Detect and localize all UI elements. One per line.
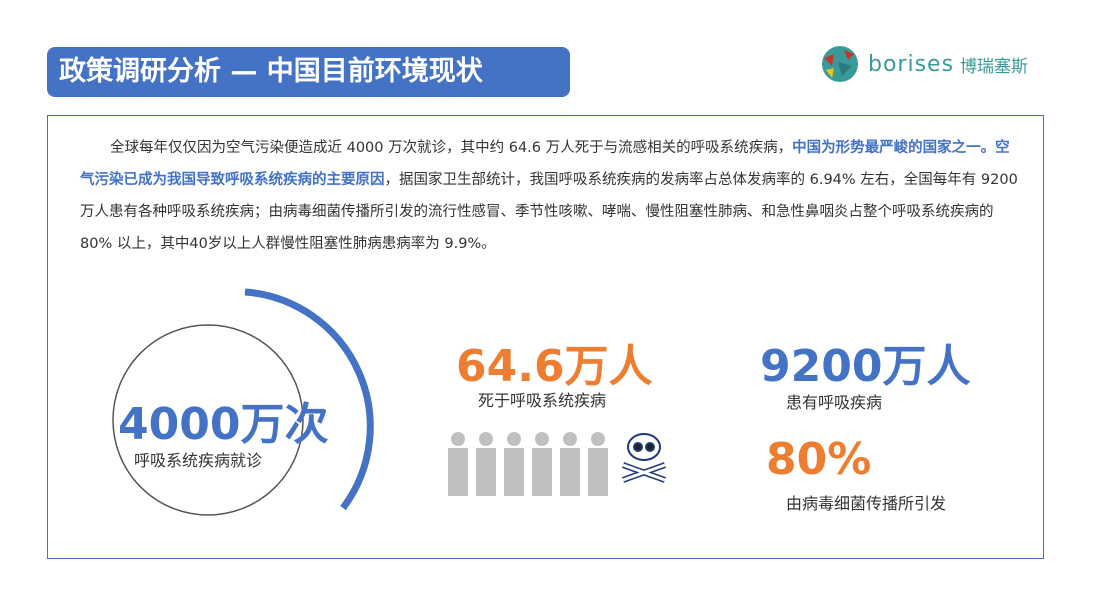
logo-text-en: borises	[868, 51, 955, 77]
page-title: 政策调研分析 — 中国目前环境现状	[47, 47, 570, 97]
person-icon	[448, 432, 468, 496]
paragraph-highlight: 中国为形势最严峻的国家之一。空气污染已成为我国导致呼吸系统疾病的主要原因	[80, 140, 1010, 188]
paragraph-text: 全球每年仅仅因为空气污染便造成近 4000 万次就诊，其中约 64.6 万人死于…	[110, 140, 793, 156]
intro-paragraph: 全球每年仅仅因为空气污染便造成近 4000 万次就诊，其中约 64.6 万人死于…	[80, 132, 1020, 260]
visits-circle-graphic	[112, 288, 374, 516]
deaths-label: 死于呼吸系统疾病	[478, 391, 607, 410]
logo: borises 博瑞塞斯	[818, 44, 1028, 84]
patients-value: 9200万人	[760, 341, 971, 392]
person-icon	[504, 432, 524, 496]
viral-value: 80%	[766, 434, 872, 485]
deaths-value: 64.6万人	[456, 341, 653, 392]
visits-value: 4000万次	[118, 399, 329, 450]
paragraph-text: ，据国家卫生部统计，我国呼吸系统疾病的发病率占总体发病率的 6.94% 左右，全…	[80, 172, 1018, 252]
person-icon	[588, 432, 608, 496]
viral-label: 由病毒细菌传播所引发	[786, 494, 947, 513]
content-frame	[47, 115, 1044, 559]
people-icons	[448, 432, 667, 496]
person-icon	[560, 432, 580, 496]
person-icon	[476, 432, 496, 496]
visits-label: 呼吸系统疾病就诊	[134, 451, 263, 470]
patients-label: 患有呼吸疾病	[786, 393, 883, 412]
globe-logo-icon	[822, 46, 858, 82]
visits-circle	[112, 324, 304, 516]
logo-text-cn: 博瑞塞斯	[960, 56, 1029, 77]
visits-arc	[244, 288, 374, 511]
person-icon	[532, 432, 552, 496]
skull-crossbones-icon	[621, 433, 667, 483]
